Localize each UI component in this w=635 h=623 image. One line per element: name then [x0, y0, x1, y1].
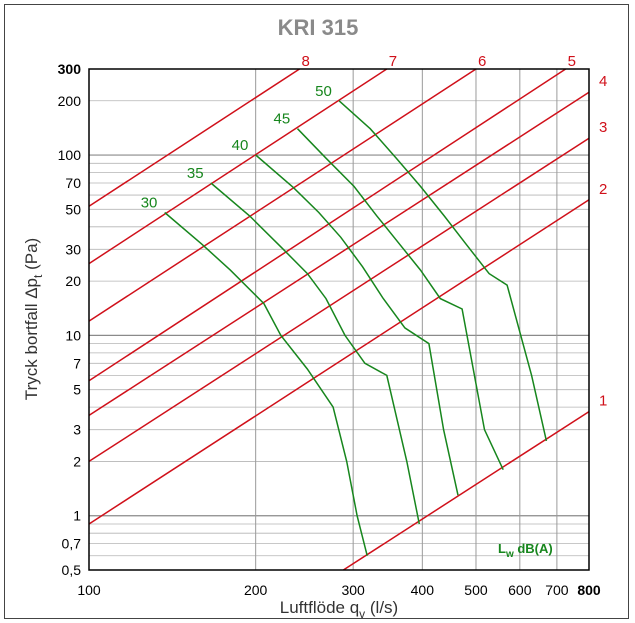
- x-tick-label-6: 700: [545, 582, 569, 598]
- position-label-5: 5: [568, 53, 576, 70]
- sound-label-30: 30: [141, 195, 158, 212]
- y-tick-label-11: 70: [65, 175, 81, 191]
- y-tick-label-1: 0,7: [62, 536, 82, 552]
- x-axis-label: Luftflöde qv (l/s): [280, 598, 398, 620]
- plot-border: [88, 68, 590, 571]
- y-tick-label-13: 200: [58, 93, 82, 109]
- y-tick-label-7: 10: [65, 327, 81, 343]
- position-line-5: [88, 68, 567, 382]
- y-tick-label-12: 100: [58, 147, 82, 163]
- position-label-3: 3: [599, 119, 607, 136]
- position-line-2: [88, 199, 590, 525]
- position-line-3: [88, 137, 590, 463]
- x-tick-label-4: 500: [464, 582, 488, 598]
- x-tick-label-7: 800: [577, 582, 601, 598]
- y-tick-label-5: 5: [73, 382, 81, 398]
- sound-label-50: 50: [315, 83, 332, 100]
- position-labels: 1 2 3 4 5 6 7 8: [302, 53, 608, 410]
- sound-label-35: 35: [187, 165, 204, 182]
- y-tick-label-8: 20: [65, 273, 81, 289]
- sound-label-40: 40: [232, 137, 249, 154]
- sound-line-45: [296, 128, 504, 471]
- y-tick-label-0: 0,5: [62, 562, 82, 578]
- y-tick-label-2: 1: [73, 508, 81, 524]
- x-tick-label-3: 400: [411, 582, 435, 598]
- position-label-8: 8: [302, 53, 310, 70]
- position-label-1: 1: [599, 393, 607, 410]
- sound-line-35: [210, 182, 421, 525]
- legend-label: Lw dB(A): [498, 541, 553, 560]
- y-tick-label-4: 3: [73, 422, 81, 438]
- position-label-4: 4: [599, 73, 607, 90]
- sound-labels: 30 35 40 45 50: [141, 83, 332, 212]
- x-tick-labels: 100 200 300 400 500 600 700 800: [77, 582, 601, 598]
- y-tick-label-3: 2: [73, 453, 81, 469]
- sound-line-40: [255, 154, 459, 496]
- x-tick-label-5: 600: [508, 582, 532, 598]
- position-label-2: 2: [599, 181, 607, 198]
- chart-title: KRI 315: [278, 15, 359, 40]
- x-tick-label-0: 100: [77, 582, 101, 598]
- sound-lines: [164, 100, 548, 556]
- x-tick-label-2: 300: [341, 582, 365, 598]
- position-line-4: [88, 91, 590, 417]
- position-line-6: [88, 68, 477, 322]
- position-label-7: 7: [389, 53, 397, 70]
- y-tick-label-9: 30: [65, 241, 81, 257]
- sound-label-45: 45: [273, 111, 290, 128]
- y-axis-label: Tryck bortfall Δpt (Pa): [22, 238, 45, 400]
- sound-line-50: [338, 100, 548, 442]
- y-tick-label-10: 50: [65, 201, 81, 217]
- position-label-6: 6: [478, 53, 486, 70]
- position-line-8: [88, 68, 300, 207]
- chart-svg: KRI 315 100 200 300 400 500 600 700 800 0,5 0,7 1…: [22, 15, 608, 620]
- position-line-1: [342, 410, 590, 571]
- grid-minor: [89, 100, 589, 557]
- sound-line-30: [164, 211, 368, 556]
- y-tick-label-14: 300: [58, 61, 82, 77]
- position-lines: [88, 68, 590, 571]
- y-tick-labels: 0,5 0,7 1 2 3 5 7 10 20 30 50 70 100 200 300: [58, 61, 82, 578]
- grid-major: [89, 69, 589, 570]
- chart-frame: KRI 315 100 200 300 400 500 600 700 800 0,5 0,7 1…: [4, 4, 629, 620]
- position-line-7: [88, 68, 388, 265]
- y-tick-label-6: 7: [73, 355, 81, 371]
- x-tick-label-1: 200: [244, 582, 268, 598]
